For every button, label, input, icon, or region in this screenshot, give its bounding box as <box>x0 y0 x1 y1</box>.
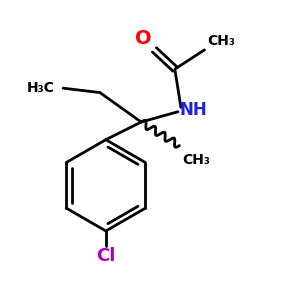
Text: H₃C: H₃C <box>26 81 54 95</box>
Text: NH: NH <box>179 101 207 119</box>
Text: CH₃: CH₃ <box>182 153 210 167</box>
Text: Cl: Cl <box>96 247 116 265</box>
Text: O: O <box>135 29 152 48</box>
Text: CH₃: CH₃ <box>207 34 235 48</box>
